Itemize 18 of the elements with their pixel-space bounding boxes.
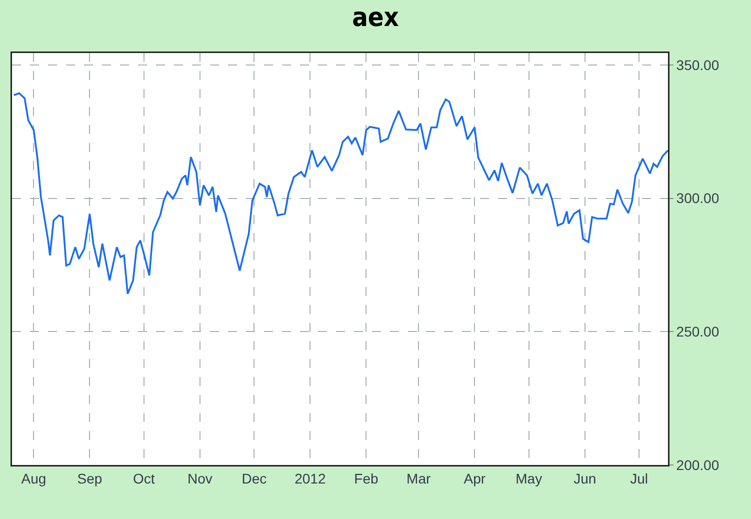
x-tick-label: Dec <box>242 470 267 486</box>
x-tick-label: Jun <box>574 470 596 486</box>
y-tick-label: 350.00 <box>676 56 720 73</box>
chart-title: aex <box>352 2 399 33</box>
x-tick-label: Sep <box>77 470 102 486</box>
x-tick-label: Mar <box>406 470 431 486</box>
line-series <box>12 92 668 295</box>
y-tick-label: 300.00 <box>676 190 720 206</box>
x-tick-label: Nov <box>187 470 212 486</box>
y-tick-label: 200.00 <box>676 456 720 473</box>
x-tick-label: May <box>516 470 542 486</box>
x-tick-label: Oct <box>133 470 155 486</box>
x-tick-label: 2012 <box>294 470 326 486</box>
y-tick-label: 250.00 <box>676 324 720 340</box>
x-tick-label: Apr <box>464 470 486 486</box>
x-tick-label: Jul <box>630 470 648 486</box>
x-tick-label: Aug <box>21 470 46 486</box>
x-tick-label: Feb <box>354 470 378 486</box>
